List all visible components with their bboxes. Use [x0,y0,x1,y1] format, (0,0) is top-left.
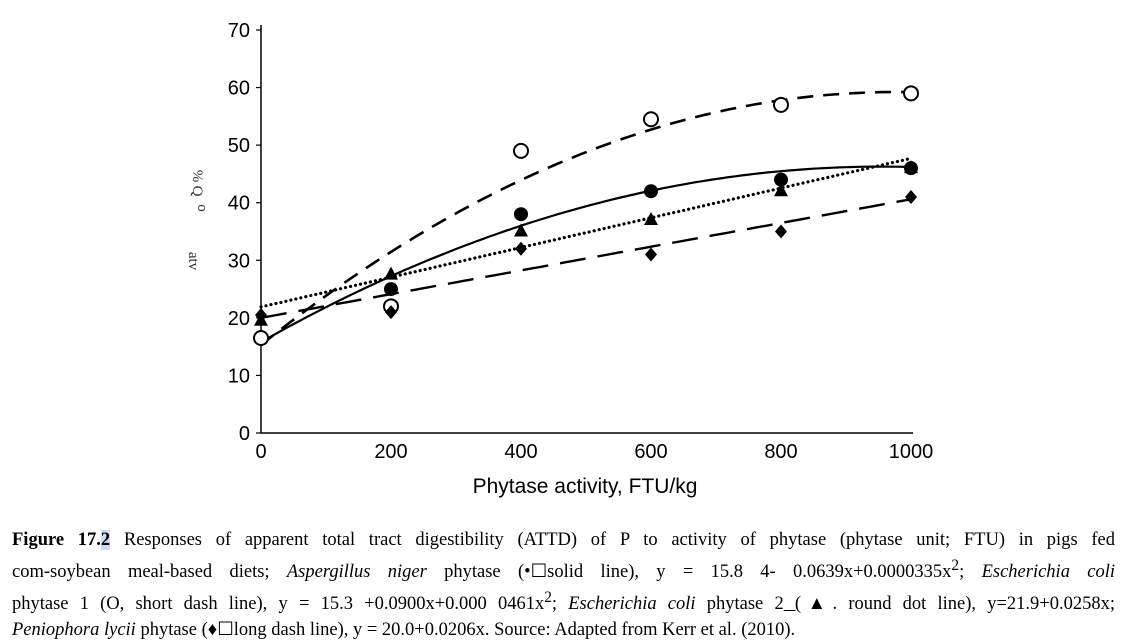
marker-series-1 [644,184,658,199]
caption-segment: ( [783,594,802,615]
caption-segment: Escherichia coli [568,594,696,615]
fitted-curves [259,90,913,346]
y-axis-label: atv o Q % [185,170,210,271]
y-tick-label: 10 [228,365,250,387]
fit-line-series-2 [260,90,912,346]
caption-line: Figure 17.2 Responses of apparent total … [12,527,1115,553]
marker-series-3 [384,266,398,280]
x-tick-label: 1000 [889,441,934,463]
caption-segment: Aspergillus niger [286,562,427,583]
caption-segment: 2 [100,530,111,550]
caption-segment: phytase 2 [695,594,784,615]
y-tick-label: 70 [228,20,250,42]
marker-series-4 [645,247,657,262]
y-label-fragment: atv [185,252,201,271]
marker-series-4 [255,307,267,322]
marker-series-2 [903,85,919,102]
marker-series-2 [643,111,659,128]
y-label-fragment: Q [189,186,205,197]
fit-line-series-4 [260,198,912,320]
y-tick-label: 30 [228,250,250,272]
caption-segment: com-soybean meal-based diets; [12,562,287,583]
y-tick-label: 50 [228,135,250,157]
caption-segment: ▲. round dot line), y=21.9+0.0258x; [801,594,1115,615]
chart: 0 10 20 30 40 50 60 70 0 200 400 600 800 1000 atv o Q… [185,20,934,498]
caption-segment: Escherichia coli [981,562,1115,583]
figure-caption: Figure 17.2 Responses of apparent total … [12,527,1115,643]
x-tick-label: 200 [374,441,407,463]
marker-series-3 [514,223,528,237]
marker-series-4 [905,189,917,204]
marker-series-3 [774,183,788,197]
data-markers [253,85,919,347]
fit-line-series-3 [259,156,913,309]
marker-series-3 [904,160,918,174]
marker-series-2 [253,330,269,347]
marker-series-1 [774,172,788,187]
caption-line: Peniophora lycii phytase (♦☐long dash li… [12,617,1115,643]
marker-series-4 [775,224,787,239]
x-tick-label: 800 [764,441,797,463]
marker-series-1 [384,282,398,297]
caption-segment: ; [959,562,982,583]
caption-segment: phytase (♦☐long dash line), y = 20.0+0.0… [135,620,796,641]
y-tick-label: 0 [239,423,250,445]
caption-segment: Peniophora lycii [12,620,136,641]
x-tick-label: 600 [634,441,667,463]
y-tick-label: 40 [228,193,250,215]
caption-line: phytase 1 (O, short dash line), y = 15.3… [12,585,1115,617]
caption-segment: 2 [544,589,552,607]
axes: 0 10 20 30 40 50 60 70 0 200 400 600 800 1000 [228,20,934,463]
marker-series-3 [644,211,658,225]
x-tick-label: 0 [255,441,266,463]
marker-series-4 [385,305,397,320]
caption-segment: Responses of apparent total tract digest… [110,530,1115,550]
marker-series-1 [514,207,528,222]
y-label-fragment: o [194,204,210,212]
marker-series-2 [773,96,789,113]
y-label-fragment: % [189,170,205,183]
marker-series-2 [513,142,529,159]
caption-segment: 2 [951,557,960,574]
caption-segment: Figure 17. [12,530,101,550]
x-axis-title: Phytase activity, FTU/kg [473,475,698,498]
fit-line-series-1 [260,165,912,343]
marker-series-4 [515,241,527,256]
y-tick-label: 20 [228,308,250,330]
caption-line: com-soybean meal-based diets; Aspergillu… [12,553,1115,585]
caption-segment: ; [551,594,569,615]
caption-segment: phytase (•☐solid line), y = 15.8 4- 0.06… [426,562,952,583]
x-tick-label: 400 [504,441,537,463]
caption-segment: phytase 1 (O, short dash line), y = 15.3… [12,594,545,615]
y-tick-label: 60 [228,78,250,100]
